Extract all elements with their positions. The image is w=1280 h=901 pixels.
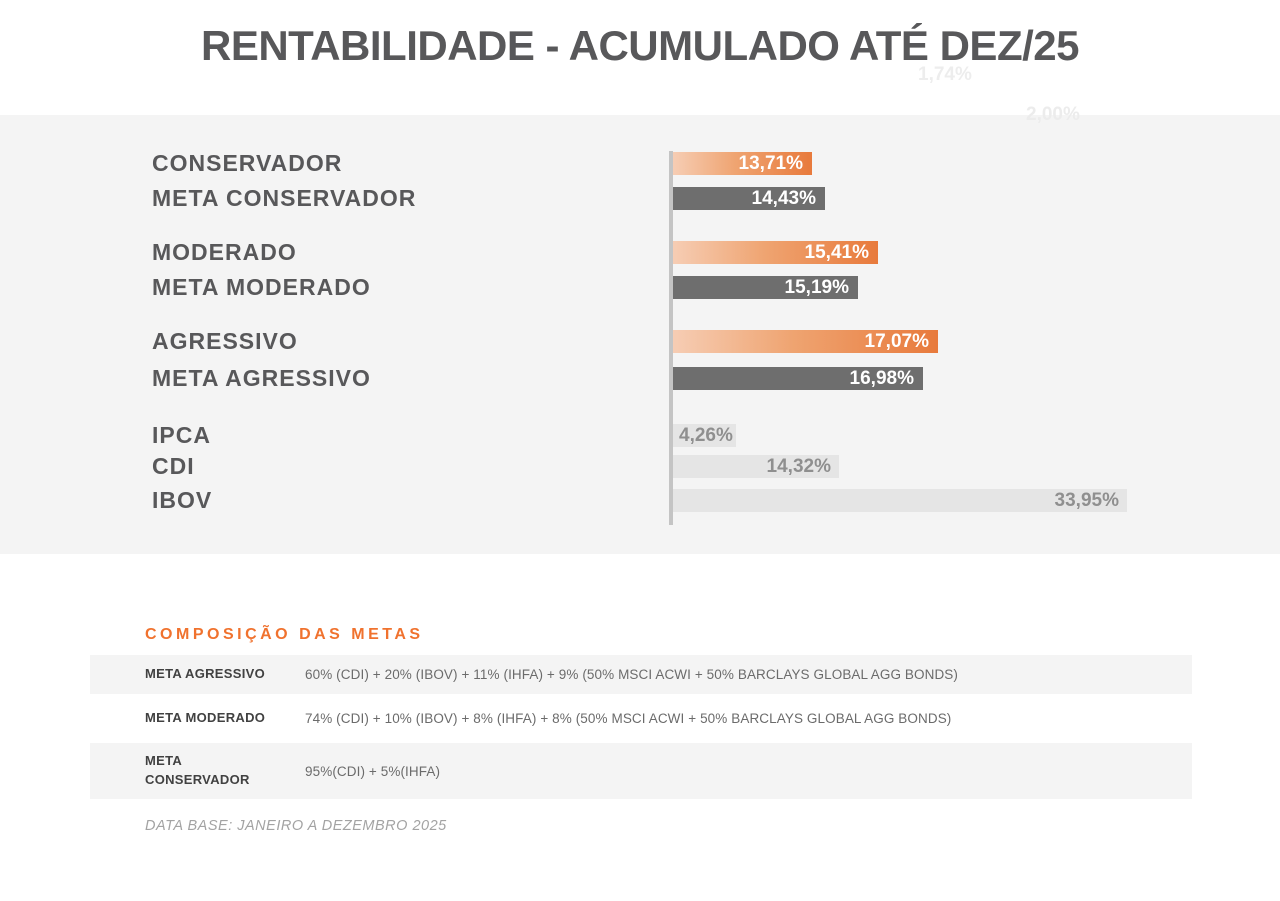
bar-ipca: 4,26%	[673, 424, 736, 447]
bar-cdi: 14,32%	[673, 455, 839, 478]
chart-panel	[0, 115, 1280, 554]
ghost-value-label: 1,74%	[918, 64, 972, 85]
row-formula: 74% (CDI) + 10% (IBOV) + 8% (IHFA) + 8% …	[305, 711, 952, 726]
bar-meta-agressivo: 16,98%	[673, 367, 923, 390]
row-label: META AGRESSIVO	[145, 666, 266, 682]
row-formula: 95%(CDI) + 5%(IHFA)	[305, 763, 441, 779]
category-label-agressivo: AGRESSIVO	[152, 328, 298, 354]
row-label: META CONSERVADOR	[145, 753, 250, 787]
bar-ibov: 33,95%	[673, 489, 1127, 512]
composition-heading: COMPOSIÇÃO DAS METAS	[145, 626, 424, 643]
bar-moderado: 15,41%	[673, 241, 878, 264]
row-label: META MODERADO	[145, 710, 266, 726]
bar-conservador: 13,71%	[673, 152, 812, 175]
category-label-conservador: CONSERVADOR	[152, 150, 343, 176]
bar-agressivo: 17,07%	[673, 330, 938, 353]
page-title: RENTABILIDADE - ACUMULADO ATÉ DEZ/25	[201, 22, 1080, 69]
ghost-value-label: 2,00%	[1026, 104, 1080, 125]
bar-meta-moderado: 15,19%	[673, 276, 858, 299]
category-label-ibov: IBOV	[152, 487, 213, 513]
category-label-meta-moderado: META MODERADO	[152, 274, 371, 300]
bar-meta-conservador: 14,43%	[673, 187, 825, 210]
data-base-note: DATA BASE: JANEIRO A DEZEMBRO 2025	[145, 818, 447, 834]
row-formula: 60% (CDI) + 20% (IBOV) + 11% (IHFA) + 9%…	[305, 667, 959, 682]
table-row: META AGRESSIVO 60% (CDI) + 20% (IBOV) + …	[90, 655, 1192, 694]
category-label-meta-agressivo: META AGRESSIVO	[152, 365, 371, 391]
composition-table: META AGRESSIVO 60% (CDI) + 20% (IBOV) + …	[90, 655, 1192, 799]
category-label-cdi: CDI	[152, 453, 195, 479]
chart-axis-line	[669, 151, 673, 525]
category-label-meta-conservador: META CONSERVADOR	[152, 185, 417, 211]
table-row: META CONSERVADOR 95%(CDI) + 5%(IHFA)	[90, 743, 1192, 799]
table-row: META MODERADO 74% (CDI) + 10% (IBOV) + 8…	[90, 694, 1192, 743]
category-label-ipca: IPCA	[152, 422, 211, 448]
category-label-moderado: MODERADO	[152, 239, 297, 265]
